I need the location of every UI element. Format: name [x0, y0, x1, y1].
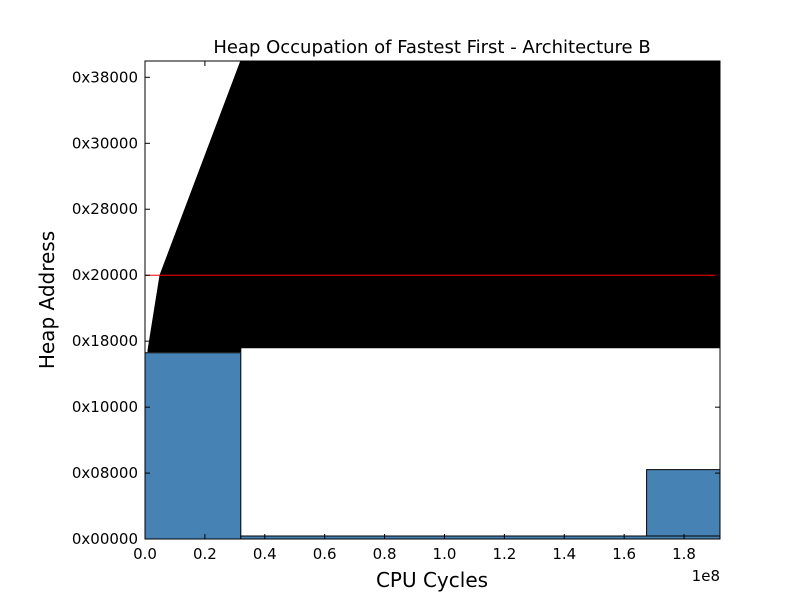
y-tick-label: 0x18000	[72, 332, 138, 350]
x-tick-label: 1.4	[552, 545, 576, 563]
heap-region-2	[646, 469, 720, 539]
x-axis-label: CPU Cycles	[376, 568, 488, 592]
y-tick-label: 0x08000	[72, 464, 138, 482]
x-tick-label: 1.8	[672, 545, 696, 563]
y-tick-label: 0x30000	[72, 134, 138, 152]
chart-title: Heap Occupation of Fastest First - Archi…	[213, 37, 650, 58]
heap-region-3	[240, 535, 720, 539]
plot-area	[145, 61, 720, 539]
x-tick-label: 1.0	[433, 545, 457, 563]
x-tick-label: 0.2	[193, 545, 217, 563]
plot-frame	[144, 60, 721, 540]
x-tick-label: 0.6	[313, 545, 337, 563]
x-tick-label: 1.6	[612, 545, 636, 563]
x-axis-offset-text: 1e8	[692, 567, 720, 585]
axes: 0.0 0.2 0.4 0.6 0.8 1.0 1.2 1.4 1.6 1.8 0x00000 0x0…	[72, 60, 721, 563]
x-tick-label: 0.8	[373, 545, 397, 563]
x-tick-label: 0.4	[253, 545, 277, 563]
x-tick-label: 0.0	[133, 545, 157, 563]
y-tick-label: 0x38000	[72, 68, 138, 86]
y-axis-label: Heap Address	[35, 231, 59, 369]
heap-region-1	[145, 352, 242, 539]
y-tick-label: 0x28000	[72, 200, 138, 218]
y-tick-label: 0x20000	[72, 266, 138, 284]
y-tick-label: 0x00000	[72, 530, 138, 548]
heap-region-0	[147, 61, 720, 353]
x-tick-label: 1.2	[492, 545, 516, 563]
y-tick-label: 0x10000	[72, 398, 138, 416]
